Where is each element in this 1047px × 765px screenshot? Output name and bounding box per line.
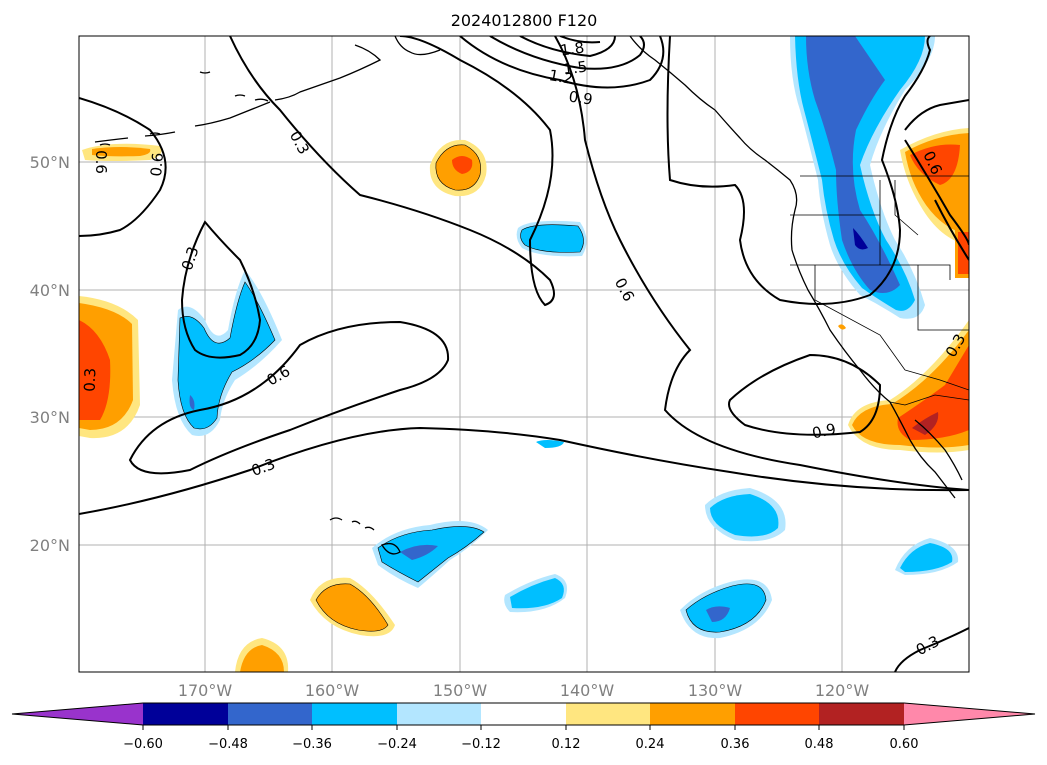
- colorbar-tick-label: −0.48: [208, 737, 248, 752]
- colorbar-tick-label: 0.60: [890, 737, 919, 752]
- isolines: [79, 36, 969, 672]
- anomaly-outline-160w: [315, 583, 389, 632]
- cold-anomaly-145w: [520, 224, 584, 253]
- lat-label: 50°N: [30, 153, 70, 172]
- cold-anomaly-130w-15n-peak: [706, 606, 730, 622]
- colorbar-tick-label: 0.12: [552, 737, 581, 752]
- cold-anomaly-170w-core: [189, 395, 195, 410]
- isoline-rockies: [666, 36, 932, 305]
- colorbar-tick-label: −0.36: [292, 737, 332, 752]
- colorbar-ticks: [142, 725, 905, 730]
- lon-label: 150°W: [433, 681, 488, 700]
- warm-anomaly-150w-peak: [452, 156, 473, 174]
- hawaii-islands: [329, 517, 401, 555]
- political-borders: [790, 175, 969, 406]
- isoline-ridge-southeast: [728, 353, 882, 436]
- aleutian-islands: [99, 71, 269, 146]
- colorbar-tick-label: −0.60: [123, 737, 163, 752]
- coastlines: [94, 36, 963, 555]
- contour-label: 0.9: [568, 87, 594, 108]
- colorbar-bin: [312, 703, 397, 725]
- cold-anomaly-130w-24n-core: [710, 494, 779, 537]
- anomaly-outline-170w: [177, 281, 276, 430]
- isoline-subtropical-ridge: [128, 320, 450, 475]
- colorbar-tick-label: −0.24: [377, 737, 417, 752]
- warm-anomaly-coastal: [838, 324, 846, 330]
- colorbar-tick-label: 0.24: [636, 737, 665, 752]
- colorbar: −0.60 −0.48 −0.36 −0.24 −0.12 0.12 0.24 …: [11, 702, 1036, 752]
- cold-anomaly-small: [536, 440, 564, 448]
- isoline-east-pacific: [554, 36, 969, 491]
- warm-anomaly-southwest-peak: [897, 345, 969, 440]
- colorbar-extend-high: [904, 703, 1035, 725]
- us-mexico-border: [889, 394, 969, 406]
- colorbar-tick-label: −0.12: [461, 737, 501, 752]
- cold-anomaly-170w: [178, 282, 275, 429]
- contour-label: 0.6: [92, 150, 110, 174]
- warm-anomaly-160w-core: [316, 583, 388, 632]
- cold-anomaly-143w-core: [510, 578, 564, 609]
- warm-anomaly-west-peak: [79, 320, 111, 420]
- isoline-170w: [180, 220, 262, 359]
- isoline-alaska-low-3: [519, 36, 616, 58]
- lat-label: 20°N: [30, 536, 70, 555]
- colorbar-tick-labels: −0.60 −0.48 −0.36 −0.24 −0.12 0.12 0.24 …: [123, 737, 918, 752]
- contour-label: 0.6: [147, 152, 167, 177]
- colorbar-tick-label: 0.48: [805, 737, 834, 752]
- lat-label: 40°N: [30, 281, 70, 300]
- anomaly-outline-150w: [435, 144, 481, 191]
- lon-label: 120°W: [815, 681, 870, 700]
- colorbar-extend-low: [12, 703, 143, 725]
- colorbar-tick-label: 0.36: [721, 737, 750, 752]
- map-title: 2024012800 F120: [451, 11, 598, 30]
- canada-coastline: [629, 36, 891, 403]
- map-frame: [78, 35, 970, 673]
- isoline-southeast-corner: [894, 627, 969, 672]
- colorbar-bin: [819, 703, 904, 725]
- contour-label: 1.5: [562, 57, 588, 78]
- cold-anomaly-115w-core: [900, 543, 953, 572]
- lon-label: 130°W: [688, 681, 743, 700]
- colorbar-bin: [228, 703, 312, 725]
- anomaly-fills: [79, 36, 969, 672]
- warm-anomaly-aleutian-core: [92, 147, 151, 157]
- anomaly-outline-145w: [520, 224, 584, 253]
- colorbar-bin: [735, 703, 819, 725]
- isoline-east-edge: [904, 99, 969, 261]
- alaska-coastline: [94, 36, 441, 143]
- isoline-alaska-low-2: [489, 36, 645, 70]
- isoline-subtropical-south: [79, 426, 969, 515]
- contour-label: 1.2: [548, 66, 575, 88]
- lat-label: 30°N: [30, 408, 70, 427]
- contour-label: 0.3: [81, 368, 100, 392]
- anomaly-outline-130w: [685, 583, 767, 633]
- colorbar-bin: [143, 703, 228, 725]
- lon-label: 170°W: [178, 681, 233, 700]
- anomaly-outline-hawaii: [377, 526, 485, 583]
- contour-label: 0.9: [810, 420, 837, 443]
- cold-anomaly-pacific-nw-peak: [853, 228, 868, 250]
- cold-anomaly-pacific-nw-core: [806, 36, 900, 294]
- us-state-lines: [790, 180, 969, 391]
- isoline-alaska-low-4: [559, 36, 601, 44]
- warm-anomaly-southwest-max: [912, 412, 939, 435]
- longitude-labels: 170°W 160°W 150°W 140°W 130°W 120°W: [178, 681, 870, 700]
- lon-label: 160°W: [305, 681, 360, 700]
- colorbar-bin: [566, 703, 650, 725]
- cold-anomaly-hawaii-core: [400, 544, 438, 560]
- isoline-central-pacific: [79, 36, 555, 307]
- map-panel: 1.8 1.5 1.2 0.9 0.3 0.6 0.3 0.6 0.6 0.9 …: [79, 36, 969, 672]
- warm-anomaly-165w-core: [240, 645, 284, 672]
- colorbar-bin: [397, 703, 481, 725]
- isoline-alaska-low: [459, 36, 665, 89]
- lon-label: 140°W: [560, 681, 615, 700]
- baja-coastline: [889, 401, 963, 499]
- colorbar-bin: [650, 703, 735, 725]
- colorbar-bin: [481, 703, 566, 725]
- latitude-labels: 50°N 40°N 30°N 20°N: [30, 153, 70, 555]
- warm-anomaly-northern-rockies-peak: [910, 144, 960, 185]
- cold-anomaly-hawaii: [378, 526, 484, 582]
- contour-label: 1.8: [559, 38, 585, 59]
